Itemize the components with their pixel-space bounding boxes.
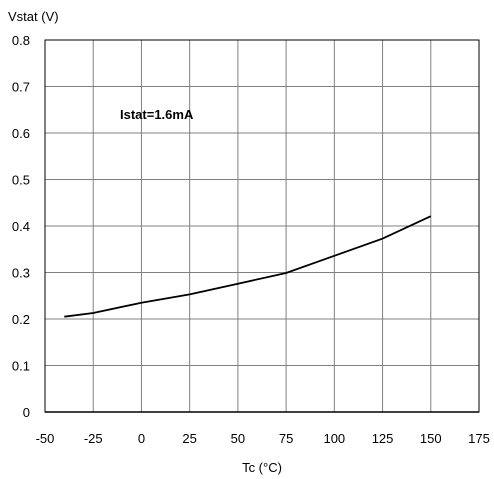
x-tick-label: -25 <box>84 431 103 446</box>
x-axis-label: Tc (°C) <box>242 460 282 475</box>
x-tick-label: 125 <box>372 431 394 446</box>
x-tick-label: 100 <box>323 431 345 446</box>
y-tick-label: 0.3 <box>12 266 30 281</box>
y-tick-label: 0.1 <box>12 359 30 374</box>
x-tick-label: 175 <box>468 431 490 446</box>
x-tick-labels: -50 -25 0 25 50 75 100 125 150 175 <box>36 431 490 446</box>
grid <box>45 40 479 412</box>
y-tick-labels: 0 0.1 0.2 0.3 0.4 0.5 0.6 0.7 0.8 <box>12 33 30 420</box>
y-axis-label: Vstat (V) <box>8 9 59 24</box>
x-tick-label: 150 <box>420 431 442 446</box>
x-tick-label: 0 <box>138 431 145 446</box>
x-tick-label: 25 <box>182 431 196 446</box>
x-tick-label: 75 <box>279 431 293 446</box>
x-tick-label: 50 <box>231 431 245 446</box>
y-tick-label: 0.6 <box>12 126 30 141</box>
y-tick-label: 0.4 <box>12 219 30 234</box>
y-tick-label: 0 <box>23 405 30 420</box>
y-tick-label: 0.8 <box>12 33 30 48</box>
annotation-label: Istat=1.6mA <box>120 107 194 122</box>
x-tick-label: -50 <box>36 431 55 446</box>
y-tick-label: 0.5 <box>12 173 30 188</box>
y-tick-label: 0.2 <box>12 312 30 327</box>
y-tick-label: 0.7 <box>12 80 30 95</box>
series-line <box>64 215 432 318</box>
